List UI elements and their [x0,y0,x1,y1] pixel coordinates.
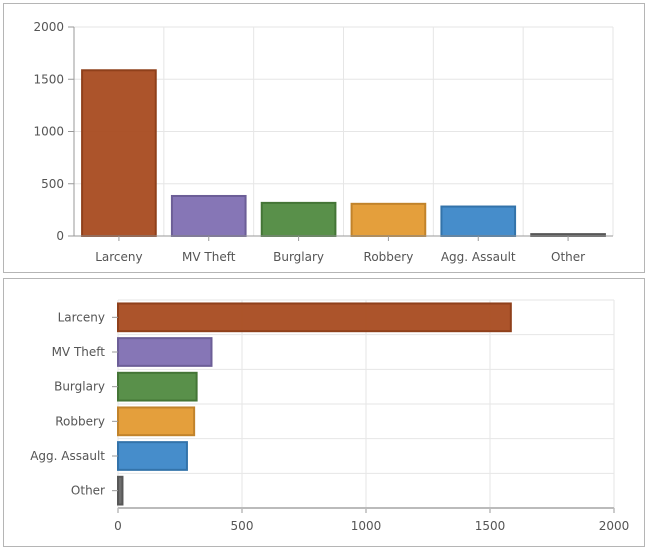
horizontal-bar-chart: 0 500 1000 1500 2000 Larceny MV Theft Burglary R… [30,299,630,533]
y-tick-label: 0 [56,229,64,243]
x-tick-label: 1500 [475,519,506,533]
x-tick-label: Agg. Assault [441,250,516,264]
bar-robbery [350,202,427,237]
y-tick-label: 500 [41,177,64,191]
x-tick-label: 1000 [351,519,382,533]
horizontal-bar-chart-panel: 0 500 1000 1500 2000 Larceny MV Theft Burglary R… [3,278,645,547]
bar-larceny [117,302,512,333]
bar-burglary [117,371,198,402]
y-tick-label: Agg. Assault [30,449,105,463]
x-tick-label: Larceny [95,250,142,264]
y-tick-label: Larceny [58,310,105,324]
y-tick-label: 1000 [33,125,64,139]
bar-robbery [117,406,196,437]
bar-mv-theft [117,337,213,367]
x-tick-label: Robbery [364,250,414,264]
y-tick-label: 1500 [33,72,64,86]
bar-agg-assault [440,205,517,238]
vertical-bar-chart: 0 500 1000 1500 2000 Larceny MV Theft Burglary R… [33,20,614,264]
y-tick-label: 2000 [33,20,64,34]
bar-other [117,475,124,506]
x-tick-label: 2000 [599,519,630,533]
x-tick-label: 500 [231,519,254,533]
vertical-bar-chart-panel: 0 500 1000 1500 2000 Larceny MV Theft Burglary R… [3,3,645,273]
y-tick-label: Burglary [54,380,105,394]
x-tick-label: Other [551,250,585,264]
bar-agg-assault [117,441,188,471]
y-tick-label: MV Theft [52,345,106,359]
bar-larceny [81,69,157,237]
y-tick-label: Other [71,484,105,498]
x-tick-label: Burglary [273,250,324,264]
bar-burglary [260,201,337,238]
y-tick-label: Robbery [55,414,105,428]
bar-mv-theft [170,194,247,237]
x-tick-label: 0 [114,519,122,533]
x-tick-label: MV Theft [182,250,236,264]
